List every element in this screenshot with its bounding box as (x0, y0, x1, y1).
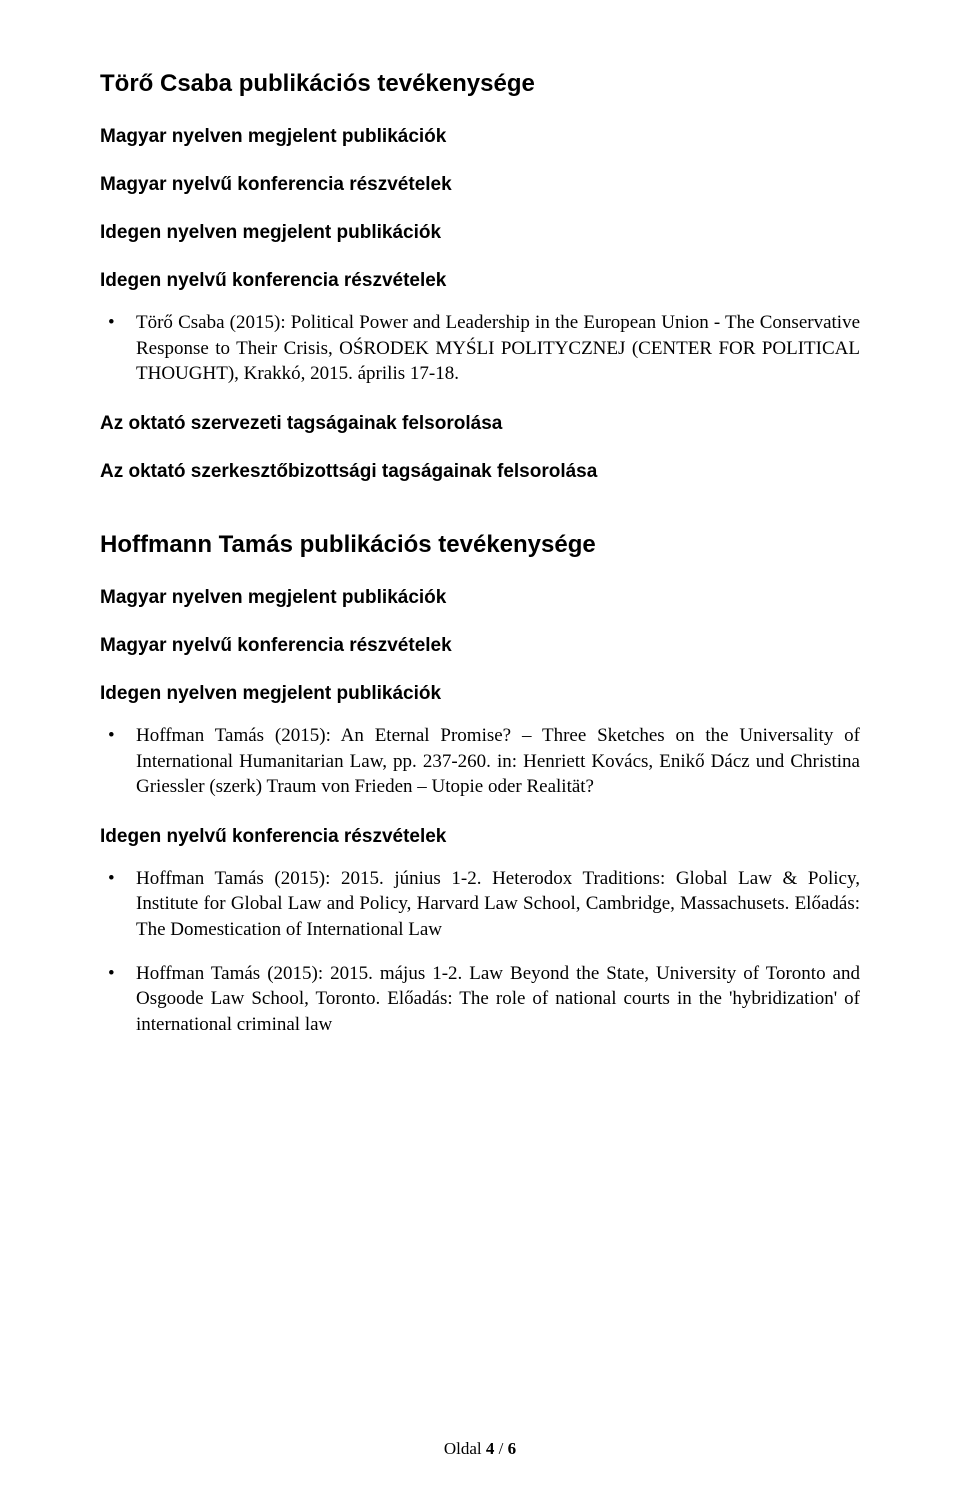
list-item: Hoffman Tamás (2015): 2015. május 1-2. L… (100, 961, 860, 1038)
section2-sub1: Magyar nyelven megjelent publikációk (100, 587, 860, 609)
section1-sub5: Az oktató szervezeti tagságainak felsoro… (100, 413, 860, 435)
list-item: Hoffman Tamás (2015): 2015. június 1-2. … (100, 866, 860, 943)
footer-total: 6 (508, 1439, 517, 1458)
section1-sub2: Magyar nyelvű konferencia részvételek (100, 174, 860, 196)
section1-sub6: Az oktató szerkesztőbizottsági tagságain… (100, 461, 860, 483)
section1-sub3: Idegen nyelven megjelent publikációk (100, 222, 860, 244)
bullet-text: Hoffman Tamás (2015): 2015. június 1-2. … (136, 868, 860, 940)
section1-title: Törő Csaba publikációs tevékenysége (100, 70, 860, 98)
bullet-text: Hoffman Tamás (2015): An Eternal Promise… (136, 725, 860, 797)
page-footer: Oldal 4 / 6 (0, 1439, 960, 1459)
section2-sub3: Idegen nyelven megjelent publikációk (100, 683, 860, 705)
footer-sep: / (494, 1439, 507, 1458)
section2-sub4: Idegen nyelvű konferencia részvételek (100, 826, 860, 848)
bullet-text: Törő Csaba (2015): Political Power and L… (136, 312, 860, 384)
section1-sub4: Idegen nyelvű konferencia részvételek (100, 270, 860, 292)
list-item: Törő Csaba (2015): Political Power and L… (100, 310, 860, 387)
footer-prefix: Oldal (444, 1439, 486, 1458)
page: Törő Csaba publikációs tevékenysége Magy… (0, 0, 960, 1487)
section1-bullets: Törő Csaba (2015): Political Power and L… (100, 310, 860, 387)
section1-sub1: Magyar nyelven megjelent publikációk (100, 126, 860, 148)
section2-bullets-2: Hoffman Tamás (2015): 2015. június 1-2. … (100, 866, 860, 1038)
bullet-text: Hoffman Tamás (2015): 2015. május 1-2. L… (136, 963, 860, 1035)
list-item: Hoffman Tamás (2015): An Eternal Promise… (100, 723, 860, 800)
section2-title: Hoffmann Tamás publikációs tevékenysége (100, 531, 860, 559)
section2-sub2: Magyar nyelvű konferencia részvételek (100, 635, 860, 657)
section2-bullets-1: Hoffman Tamás (2015): An Eternal Promise… (100, 723, 860, 800)
